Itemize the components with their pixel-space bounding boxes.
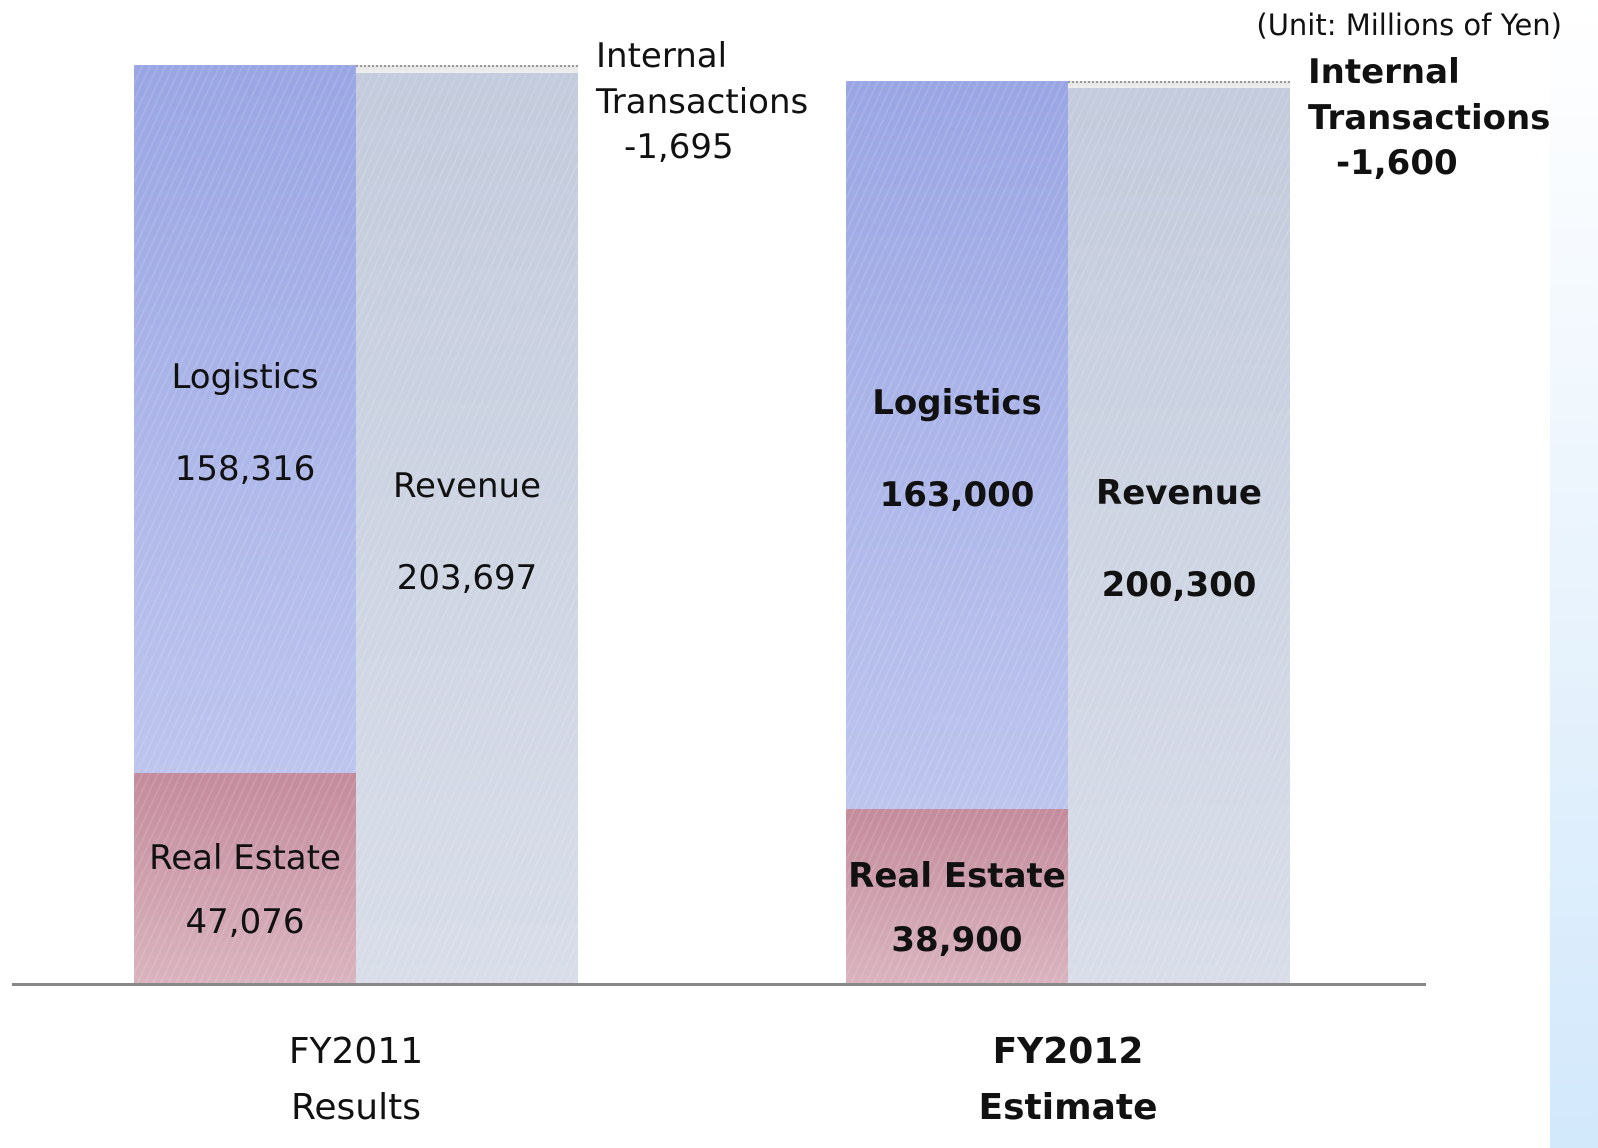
bar [1068, 80, 1290, 88]
value-label: 38,900 [891, 920, 1023, 961]
series-label: Logistics [872, 382, 1042, 423]
value-label: 203,697 [396, 557, 538, 598]
bar [356, 72, 578, 984]
series-label: Internal Transactions [596, 36, 809, 122]
category-label: FY2012 Estimate [978, 1031, 1158, 1128]
series-label: Internal Transactions [1308, 51, 1551, 138]
category-label: FY2011 Results [288, 1031, 424, 1128]
value-label: -1,695 [624, 127, 734, 167]
value-label: 47,076 [185, 901, 305, 942]
baseline [12, 983, 1426, 986]
unit-note: (Unit: Millions of Yen) [1256, 8, 1562, 42]
series-label: Logistics [171, 356, 319, 397]
bar [846, 809, 1068, 983]
bar [356, 65, 578, 73]
value-label: 200,300 [1101, 565, 1257, 606]
series-label: Real Estate [848, 856, 1066, 897]
bar [846, 80, 1068, 810]
series-label: Revenue [1096, 473, 1262, 514]
series-label: Revenue [392, 465, 542, 506]
value-label: 163,000 [879, 474, 1035, 515]
series-label: Real Estate [149, 837, 341, 878]
bar [1068, 87, 1290, 984]
bar [134, 772, 356, 984]
bar [134, 65, 356, 773]
value-label: -1,600 [1336, 142, 1458, 183]
value-label: 158,316 [174, 448, 316, 489]
edge-decoration [1550, 0, 1598, 1148]
